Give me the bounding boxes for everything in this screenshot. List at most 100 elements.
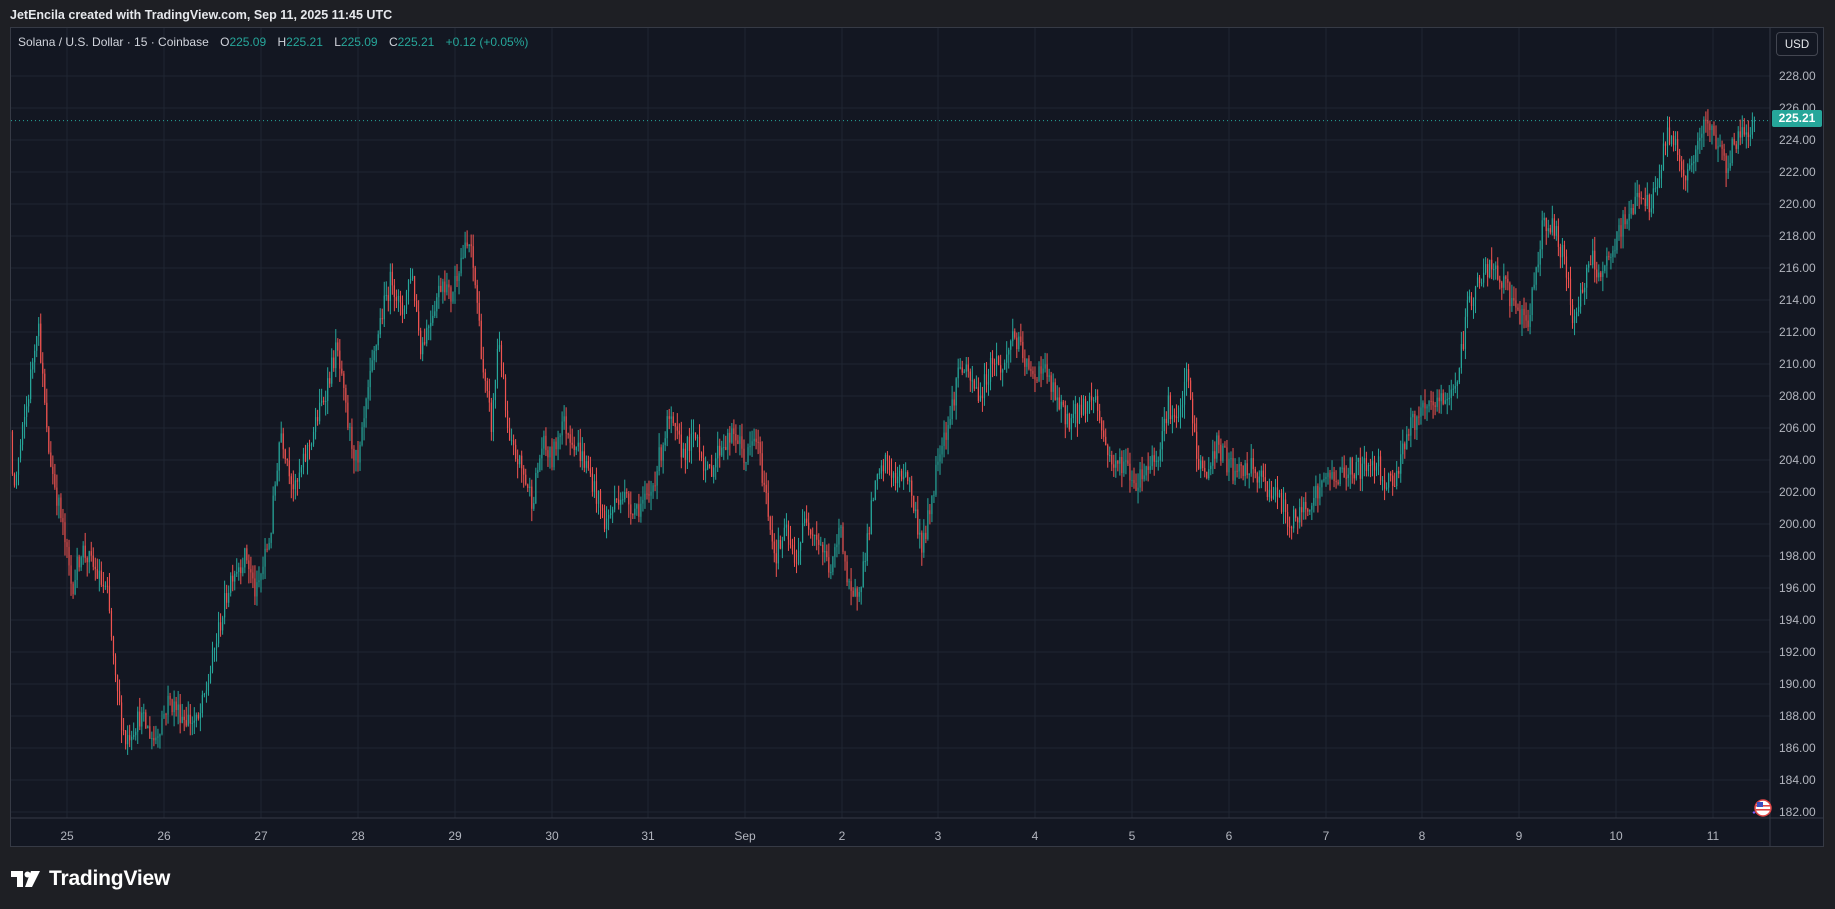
time-tick-label: 3 — [935, 829, 942, 843]
candle-body — [407, 280, 410, 292]
candle-body — [535, 472, 537, 504]
candle-body — [753, 438, 755, 442]
candle-body — [108, 585, 111, 611]
candle-body — [508, 428, 511, 441]
chart-panel[interactable] — [10, 27, 1824, 847]
candle-body — [1398, 470, 1400, 474]
candle-body — [690, 433, 693, 451]
candle-body — [492, 400, 494, 432]
candle-body — [187, 714, 189, 726]
candle-body — [822, 544, 824, 553]
candle-body — [1256, 473, 1258, 483]
candle-body — [391, 271, 393, 286]
candle-body — [1151, 455, 1153, 467]
candle-body — [1567, 277, 1570, 279]
candle-body — [1711, 126, 1713, 131]
price-axis[interactable]: 228.00226.00224.00222.00220.00218.00216.… — [1769, 28, 1816, 846]
time-tick-label: 31 — [641, 829, 655, 843]
candle-body — [1214, 451, 1216, 459]
time-axis[interactable]: 25 26 27 28 29 30 31 Sep 2 3 4 5 6 7 8 9 10 11 — [11, 817, 1823, 843]
candle-body — [1705, 119, 1707, 122]
candle-body — [1628, 213, 1630, 221]
candle-body — [1687, 169, 1689, 181]
candle-body — [250, 569, 252, 573]
candle-body — [1222, 445, 1224, 461]
candle-body — [331, 357, 333, 384]
candle-body — [1406, 434, 1408, 450]
candle-body — [1523, 308, 1525, 316]
candle-body — [1703, 119, 1705, 134]
candle-body — [1707, 121, 1709, 124]
candle-body — [961, 367, 963, 373]
candle-body — [896, 476, 899, 484]
candle-body — [478, 302, 480, 321]
candle-body — [185, 720, 187, 726]
brand-name: TradingView — [49, 867, 171, 890]
candle-body — [1476, 277, 1479, 287]
candle-body — [1452, 388, 1454, 390]
candle-body — [981, 395, 984, 399]
candle-body — [116, 675, 119, 692]
candle-body — [1371, 461, 1374, 466]
us-flag-icon[interactable] — [1752, 798, 1772, 818]
candle-body — [1373, 461, 1376, 471]
candle-body — [1418, 416, 1420, 418]
candle-body — [308, 445, 311, 447]
candle-body — [656, 471, 658, 486]
candle-body — [1119, 456, 1121, 464]
candle-body — [1127, 460, 1129, 464]
candle-body — [1038, 366, 1040, 381]
candle-body — [1309, 509, 1311, 512]
candle-body — [650, 491, 652, 496]
attribution-text: JetEncila created with TradingView.com, … — [10, 8, 393, 22]
candle-body — [636, 504, 638, 509]
candle-body — [525, 474, 527, 485]
candle-body — [1016, 337, 1018, 350]
candle-body — [171, 699, 173, 713]
candle-body — [1630, 207, 1632, 214]
currency-button[interactable]: USD — [1776, 32, 1818, 56]
candle-body — [1739, 131, 1741, 138]
candle-body — [561, 421, 563, 436]
candle-body — [278, 442, 280, 471]
candle-body — [25, 406, 28, 417]
time-tick-label: 28 — [351, 829, 365, 843]
candle-body — [1448, 397, 1450, 400]
candle-body — [951, 399, 953, 420]
candle-body — [74, 580, 76, 595]
candle-body — [135, 731, 137, 736]
candle-body — [56, 487, 58, 506]
candle-body — [945, 432, 947, 440]
candle-body — [260, 573, 262, 581]
candle-body — [1167, 395, 1169, 424]
candle-body — [1341, 467, 1343, 469]
candle-body — [1123, 461, 1125, 474]
candle-body — [448, 284, 450, 288]
candle-body — [286, 458, 288, 461]
candle-body — [58, 497, 60, 506]
candle-body — [369, 370, 371, 388]
candle-body — [593, 481, 596, 492]
candle-body — [1640, 197, 1642, 199]
candle-body — [1250, 458, 1252, 474]
candle-body — [1198, 458, 1200, 469]
candle-body — [52, 466, 54, 475]
candle-body — [462, 257, 464, 259]
candle-body — [1280, 493, 1283, 512]
price-tick-label: 218.00 — [1779, 229, 1816, 243]
candle-body — [359, 444, 361, 463]
candle-body — [1497, 265, 1499, 280]
candle-body — [224, 593, 226, 618]
open-label: O — [220, 35, 230, 49]
candle-body — [339, 350, 341, 369]
candle-body — [1590, 264, 1592, 266]
candle-body — [48, 427, 50, 453]
candle-body — [1377, 456, 1380, 467]
price-tick-label: 184.00 — [1779, 773, 1816, 787]
candle-body — [557, 436, 559, 450]
candle-body — [1210, 465, 1212, 470]
candle-body — [1390, 473, 1392, 476]
candle-body — [1426, 406, 1428, 409]
candle-body — [993, 363, 996, 365]
